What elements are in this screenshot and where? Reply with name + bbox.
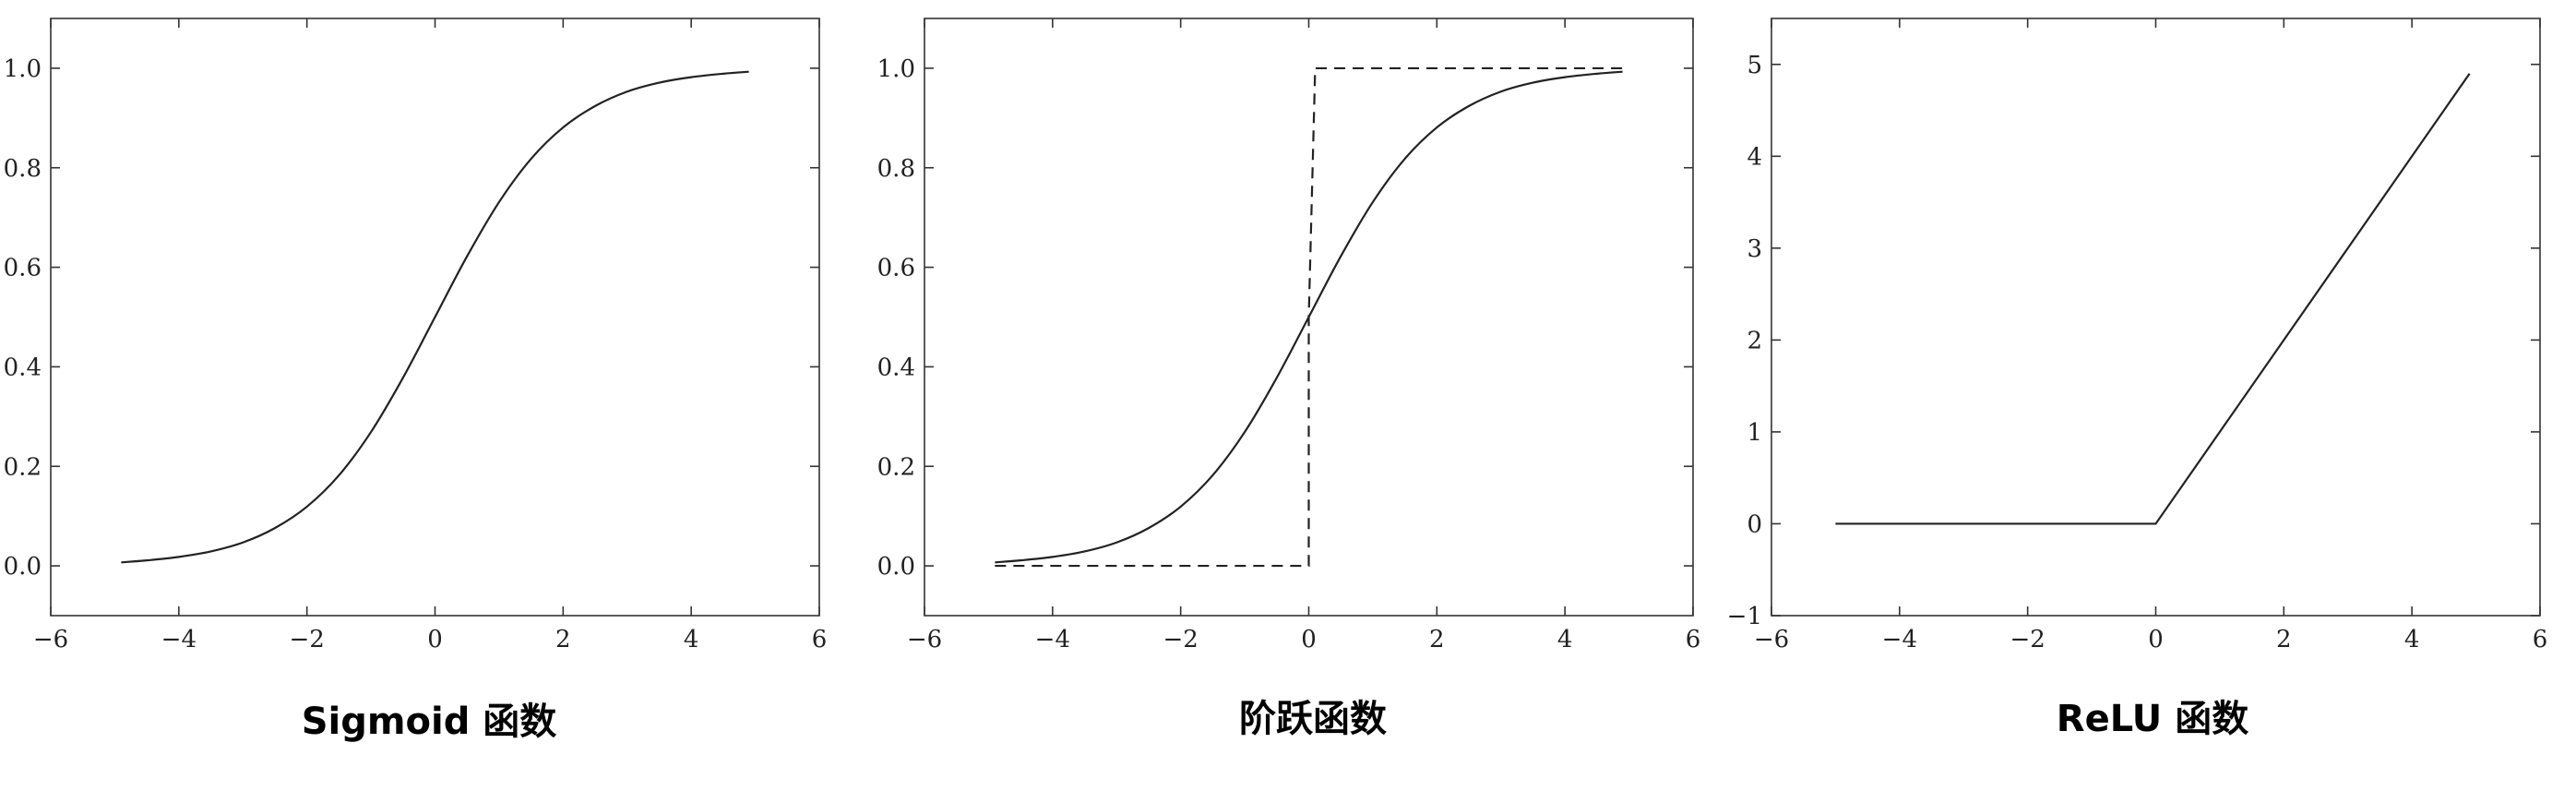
y-tick-label: 0.2 — [877, 453, 915, 481]
y-tick-label: 2 — [1747, 327, 1762, 354]
x-tick-label: −2 — [290, 626, 325, 653]
y-tick-label: 5 — [1747, 52, 1762, 79]
x-tick-label: −6 — [33, 626, 68, 653]
relu-series-line — [1835, 73, 2471, 525]
relu-caption: ReLU 函数 — [2057, 698, 2248, 740]
y-tick-label: 0.4 — [4, 354, 42, 381]
chart-panel-step: −6 −4 −2 0 2 4 6 0.0 0.2 0.4 0.6 0.8 1.0 阶跃函数 — [877, 18, 1701, 740]
x-tick-label: 2 — [1429, 626, 1445, 653]
x-tick-label: −6 — [907, 626, 942, 653]
plot-frame — [1771, 18, 2541, 617]
y-tick-label: 0.0 — [877, 553, 915, 581]
x-tick-label: −2 — [2010, 626, 2045, 653]
y-tick-label: −1 — [1727, 603, 1762, 630]
x-tick-label: 4 — [1557, 626, 1573, 653]
step-caption: 阶跃函数 — [1239, 698, 1387, 740]
x-tick-label: 4 — [684, 626, 699, 653]
chart-panel-sigmoid: −6 −4 −2 0 2 4 6 0.0 0.2 0.4 0.6 0.8 1.0 Sigmoid 函数 — [4, 18, 828, 743]
y-tick-label: 1 — [1747, 419, 1762, 447]
x-tick-label: −6 — [1754, 626, 1789, 653]
x-tick-label: −4 — [1882, 626, 1917, 653]
x-tick-label: 6 — [1686, 626, 1701, 653]
x-tick-label: 2 — [555, 626, 571, 653]
step-series-line-dashed — [995, 66, 1623, 568]
x-tick-label: 6 — [812, 626, 828, 653]
sigmoid-caption: Sigmoid 函数 — [302, 701, 557, 743]
y-tick-label: 0.2 — [4, 453, 42, 481]
x-tick-label: −4 — [161, 626, 197, 653]
x-tick-label: 6 — [2533, 626, 2548, 653]
chart-panel-relu: −6 −4 −2 0 2 4 6 −1 0 1 2 3 4 5 ReLU 函数 — [1727, 18, 2548, 740]
y-tick-label: 1.0 — [877, 55, 915, 83]
y-tick-label: 0.6 — [4, 255, 42, 282]
y-tick-label: 4 — [1747, 143, 1762, 171]
sigmoid-series-line — [121, 70, 749, 564]
x-tick-label: 2 — [2276, 626, 2292, 653]
x-tick-label: 0 — [1301, 626, 1317, 653]
y-tick-label: 0.8 — [877, 155, 915, 183]
y-tick-label: 0.0 — [4, 553, 42, 581]
x-tick-label: −2 — [1163, 626, 1199, 653]
y-tick-label: 0.8 — [4, 155, 42, 183]
y-tick-label: 3 — [1747, 235, 1762, 263]
y-tick-label: 0.4 — [877, 354, 915, 381]
y-tick-label: 0.6 — [877, 255, 915, 282]
x-tick-label: −4 — [1035, 626, 1070, 653]
y-tick-label: 0 — [1747, 510, 1762, 538]
x-tick-label: 4 — [2404, 626, 2420, 653]
y-tick-label: 1.0 — [4, 55, 42, 83]
x-tick-label: 0 — [2148, 626, 2164, 653]
x-tick-label: 0 — [427, 626, 443, 653]
